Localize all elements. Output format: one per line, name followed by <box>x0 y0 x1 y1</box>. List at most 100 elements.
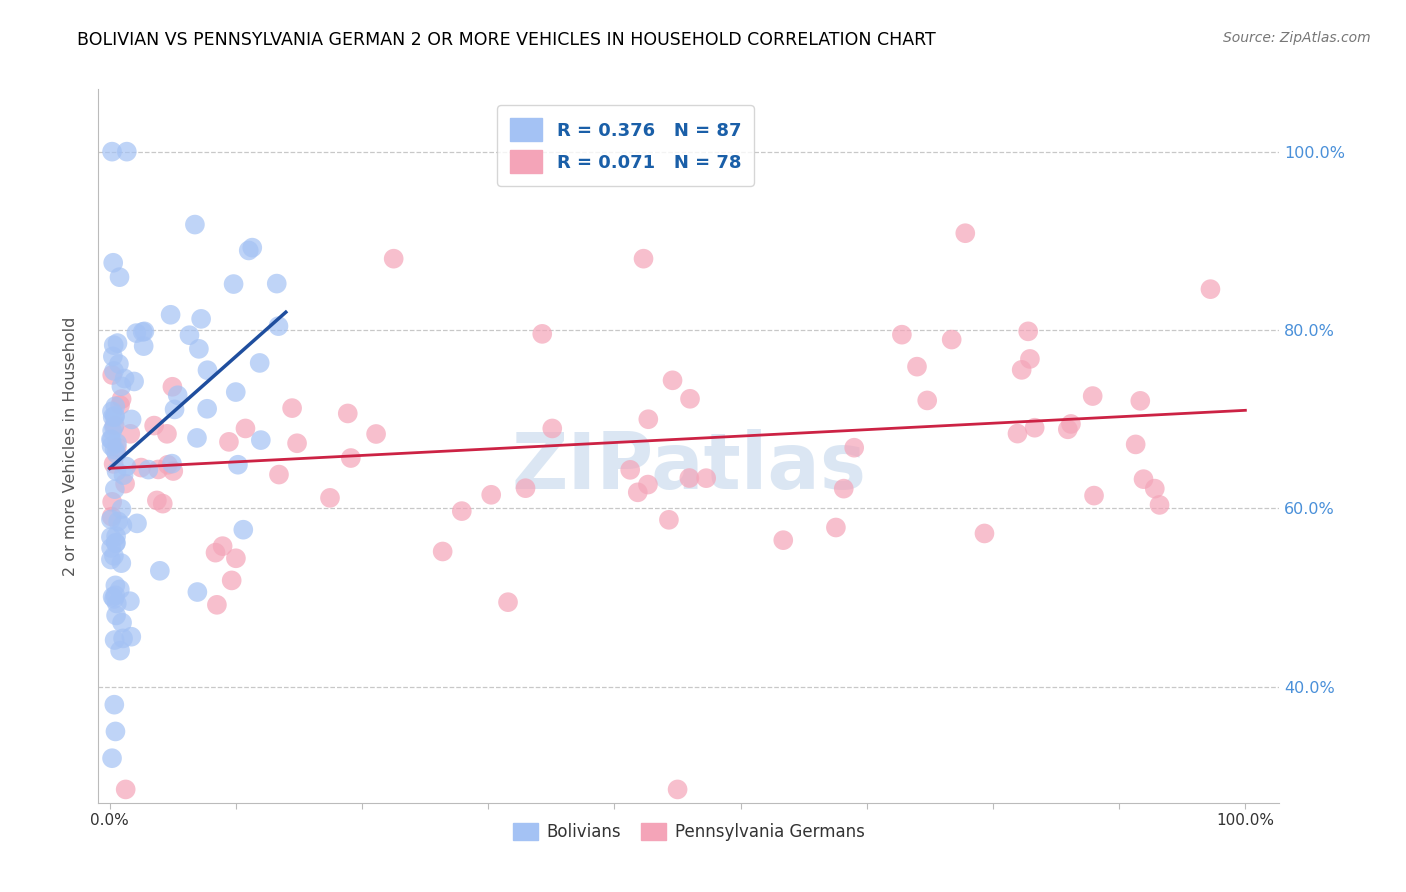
Point <box>105 597 128 611</box>
Point <box>115 459 138 474</box>
Point <box>125 516 148 531</box>
Point <box>160 457 183 471</box>
Point <box>479 488 502 502</box>
Point <box>104 418 127 433</box>
Point <box>890 327 912 342</box>
Point <box>232 523 254 537</box>
Point <box>132 325 155 339</box>
Point <box>121 412 143 426</box>
Point <box>225 551 247 566</box>
Point <box>162 380 184 394</box>
Point <box>101 404 124 418</box>
Point <box>108 398 131 412</box>
Point <box>101 410 124 425</box>
Point <box>225 385 247 400</box>
Point <box>120 426 142 441</box>
Point <box>1011 363 1033 377</box>
Point <box>134 324 156 338</box>
Text: BOLIVIAN VS PENNSYLVANIA GERMAN 2 OR MORE VEHICLES IN HOUSEHOLD CORRELATION CHAR: BOLIVIAN VS PENNSYLVANIA GERMAN 2 OR MOR… <box>77 31 936 49</box>
Point <box>146 493 169 508</box>
Point <box>108 357 131 371</box>
Point <box>250 433 273 447</box>
Y-axis label: 2 or more Vehicles in Household: 2 or more Vehicles in Household <box>63 317 77 575</box>
Point <box>111 518 134 533</box>
Point <box>1019 351 1042 366</box>
Point <box>285 436 308 450</box>
Point <box>122 375 145 389</box>
Point <box>111 615 134 630</box>
Point <box>103 457 125 471</box>
Point <box>100 439 122 453</box>
Point <box>221 574 243 588</box>
Point <box>1143 482 1166 496</box>
Point <box>108 270 131 285</box>
Point <box>101 433 124 447</box>
Point <box>103 338 125 352</box>
Point <box>249 356 271 370</box>
Point <box>905 359 928 374</box>
Point <box>104 410 127 425</box>
Point <box>832 482 855 496</box>
Point <box>661 373 683 387</box>
Point <box>104 588 127 602</box>
Point <box>101 350 124 364</box>
Point <box>204 546 226 560</box>
Point <box>1199 282 1222 296</box>
Point <box>100 552 122 566</box>
Point <box>432 544 454 558</box>
Point <box>772 533 794 548</box>
Point <box>496 595 519 609</box>
Point <box>238 244 260 258</box>
Point <box>205 598 228 612</box>
Point <box>110 502 132 516</box>
Point <box>825 520 848 534</box>
Point <box>104 578 127 592</box>
Point <box>281 401 304 416</box>
Point <box>138 462 160 476</box>
Point <box>101 590 124 604</box>
Point <box>103 549 125 563</box>
Point <box>186 431 208 445</box>
Point <box>103 256 125 270</box>
Point <box>340 450 363 465</box>
Point <box>129 460 152 475</box>
Point <box>915 393 938 408</box>
Point <box>114 782 136 797</box>
Point <box>1060 417 1083 431</box>
Point <box>100 433 122 447</box>
Point <box>100 512 122 526</box>
Point <box>637 412 659 426</box>
Point <box>197 363 219 377</box>
Point <box>104 632 127 647</box>
Point <box>163 402 186 417</box>
Point <box>132 339 155 353</box>
Point <box>637 477 659 491</box>
Point <box>658 513 681 527</box>
Point <box>184 218 207 232</box>
Point <box>1149 498 1171 512</box>
Point <box>222 277 245 291</box>
Point <box>666 782 689 797</box>
Point <box>679 392 702 406</box>
Point <box>267 319 290 334</box>
Point <box>186 585 208 599</box>
Point <box>105 608 128 623</box>
Point <box>156 458 179 472</box>
Point <box>104 482 127 496</box>
Point <box>159 308 181 322</box>
Point <box>104 724 127 739</box>
Point <box>266 277 288 291</box>
Text: ZIPatlas: ZIPatlas <box>512 429 866 506</box>
Point <box>1017 324 1039 338</box>
Point <box>364 427 387 442</box>
Point <box>114 476 136 491</box>
Point <box>240 241 263 255</box>
Point <box>120 630 142 644</box>
Point <box>226 458 249 472</box>
Point <box>114 371 136 385</box>
Point <box>187 342 209 356</box>
Point <box>105 436 128 450</box>
Point <box>105 529 128 543</box>
Point <box>105 440 128 454</box>
Point <box>104 409 127 423</box>
